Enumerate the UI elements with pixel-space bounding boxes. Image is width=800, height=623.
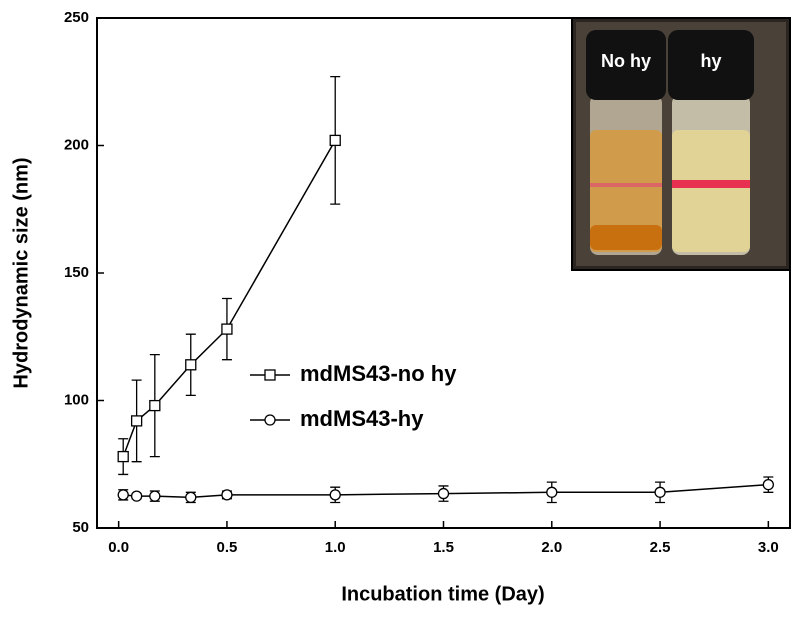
y-tick-label: 100: [64, 391, 89, 408]
vial-cap: [586, 30, 666, 100]
marker: [185, 491, 197, 504]
y-axis-label: Hydrodynamic size (nm): [10, 157, 32, 388]
y-tick-label: 250: [64, 9, 89, 26]
marker: [221, 323, 233, 335]
x-tick-label: 0.0: [108, 539, 129, 556]
inset-photo: No hy hy: [571, 17, 791, 271]
x-axis-label: Incubation time (Day): [341, 583, 544, 605]
marker: [117, 489, 129, 501]
marker: [437, 487, 450, 500]
vial-liquid: [590, 130, 662, 252]
laser-beam: [590, 183, 662, 187]
marker: [130, 415, 143, 427]
x-tick-label: 0.5: [217, 539, 238, 556]
marker: [149, 490, 161, 502]
y-tick-label: 150: [64, 264, 89, 281]
legend-label: mdMS43-no hy: [300, 361, 457, 386]
x-tick-label: 2.0: [541, 539, 562, 556]
marker: [329, 134, 341, 147]
laser-beam: [672, 180, 750, 188]
x-tick-label: 3.0: [758, 539, 779, 556]
marker: [654, 486, 666, 498]
legend-marker: [264, 414, 276, 426]
vial-sediment: [590, 225, 662, 250]
x-tick-label: 2.5: [650, 539, 671, 556]
marker: [130, 490, 143, 502]
series-line: [122, 140, 336, 457]
legend-label: mdMS43-hy: [300, 406, 424, 431]
marker: [149, 399, 161, 412]
legend-marker: [264, 369, 276, 381]
y-tick-label: 200: [64, 136, 89, 153]
series-line: [123, 483, 769, 499]
marker: [221, 489, 233, 501]
y-tick-label: 50: [72, 519, 89, 536]
marker: [329, 489, 341, 501]
vial-cap: [668, 30, 754, 100]
marker: [185, 359, 197, 371]
inset-label: No hy: [601, 51, 651, 71]
marker: [546, 486, 558, 498]
x-tick-label: 1.5: [433, 539, 454, 556]
inset-label: hy: [700, 51, 721, 71]
marker: [117, 450, 129, 463]
x-tick-label: 1.0: [325, 539, 346, 556]
marker: [762, 478, 774, 491]
vial-liquid: [672, 130, 750, 252]
